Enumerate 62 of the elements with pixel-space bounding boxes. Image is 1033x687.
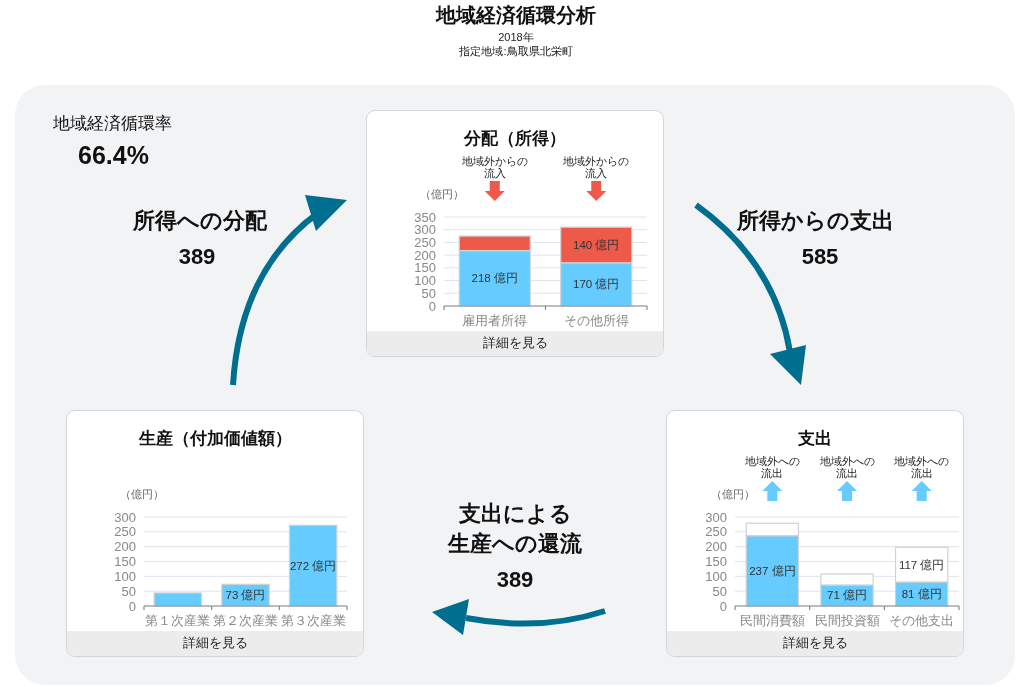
- y-tick-label: 300: [705, 509, 727, 525]
- text: 地域外への流出: [818, 455, 875, 479]
- x-tick-label: 民間投資額: [814, 614, 880, 629]
- y-tick-label: 200: [114, 539, 136, 555]
- y-tick-label: 250: [705, 524, 727, 540]
- text: 地域外への流出: [893, 455, 950, 479]
- text: 支出による生産への還流: [447, 501, 583, 556]
- chart-title: 生産（付加価値額）: [137, 429, 292, 448]
- y-axis-title: （億円）: [120, 488, 164, 500]
- y-tick-label: 300: [114, 509, 136, 525]
- text: 地域経済循環分析: [435, 4, 596, 26]
- data-label: 140 億円: [573, 238, 620, 251]
- data-label: 71 億円: [827, 588, 867, 602]
- y-tick-label: 50: [121, 583, 136, 599]
- details-button[interactable]: 詳細を見る: [367, 331, 663, 356]
- y-tick-label: 100: [705, 568, 727, 584]
- x-tick-label: 雇用者所得: [462, 313, 528, 329]
- details-button[interactable]: 詳細を見る: [67, 631, 363, 656]
- data-label: 117 億円: [898, 557, 945, 571]
- y-tick-label: 350: [414, 209, 436, 225]
- y-tick-label: 200: [705, 539, 727, 555]
- text: 地域経済循環率: [52, 114, 172, 133]
- text: 地域外からの流入: [562, 155, 630, 179]
- chart-title: 支出: [797, 429, 832, 448]
- y-tick-label: 150: [114, 554, 136, 570]
- x-tick-label: その他支出: [889, 614, 955, 629]
- text: 指定地域:鳥取県北栄町: [458, 45, 573, 57]
- x-tick-label: 第３次産業: [280, 613, 346, 629]
- text: 地域外からの流入: [460, 155, 528, 179]
- x-tick-label: 民間消費額: [739, 614, 805, 629]
- y-tick-label: 0: [428, 298, 436, 314]
- text: 389: [496, 567, 534, 592]
- y-tick-label: 200: [414, 247, 436, 263]
- data-label: 170 億円: [573, 277, 620, 291]
- data-label: 272 億円: [289, 558, 337, 572]
- x-tick-label: その他所得: [563, 314, 629, 329]
- text: 66.4%: [78, 141, 149, 169]
- text: 2018年: [498, 31, 534, 43]
- chart-title: 分配（所得）: [463, 129, 566, 148]
- text: 585: [801, 244, 839, 269]
- x-tick-label: 第２次産業: [213, 613, 278, 629]
- y-tick-label: 0: [128, 598, 136, 614]
- x-tick-label: 第１次産業: [145, 613, 211, 629]
- bar: [288, 524, 338, 607]
- text: 389: [178, 244, 216, 269]
- y-axis-title: （億円）: [420, 188, 464, 200]
- y-tick-label: 150: [705, 554, 727, 570]
- data-label: 218 億円: [471, 271, 518, 285]
- details-button[interactable]: 詳細を見る: [667, 631, 963, 656]
- y-axis-title: （億円）: [711, 488, 755, 500]
- data-label: 81 億円: [901, 587, 942, 601]
- data-label: 237 億円: [749, 563, 796, 577]
- data-label: 73 億円: [225, 588, 266, 602]
- y-tick-label: 100: [114, 568, 136, 584]
- bar: [153, 592, 203, 607]
- y-tick-label: 0: [719, 598, 727, 614]
- y-tick-label: 50: [712, 583, 727, 599]
- text: 地域外への流出: [743, 455, 800, 479]
- text: 所得への分配: [132, 208, 268, 233]
- y-tick-label: 150: [414, 260, 436, 276]
- y-tick-label: 250: [114, 524, 136, 540]
- text: 所得からの支出: [735, 208, 894, 233]
